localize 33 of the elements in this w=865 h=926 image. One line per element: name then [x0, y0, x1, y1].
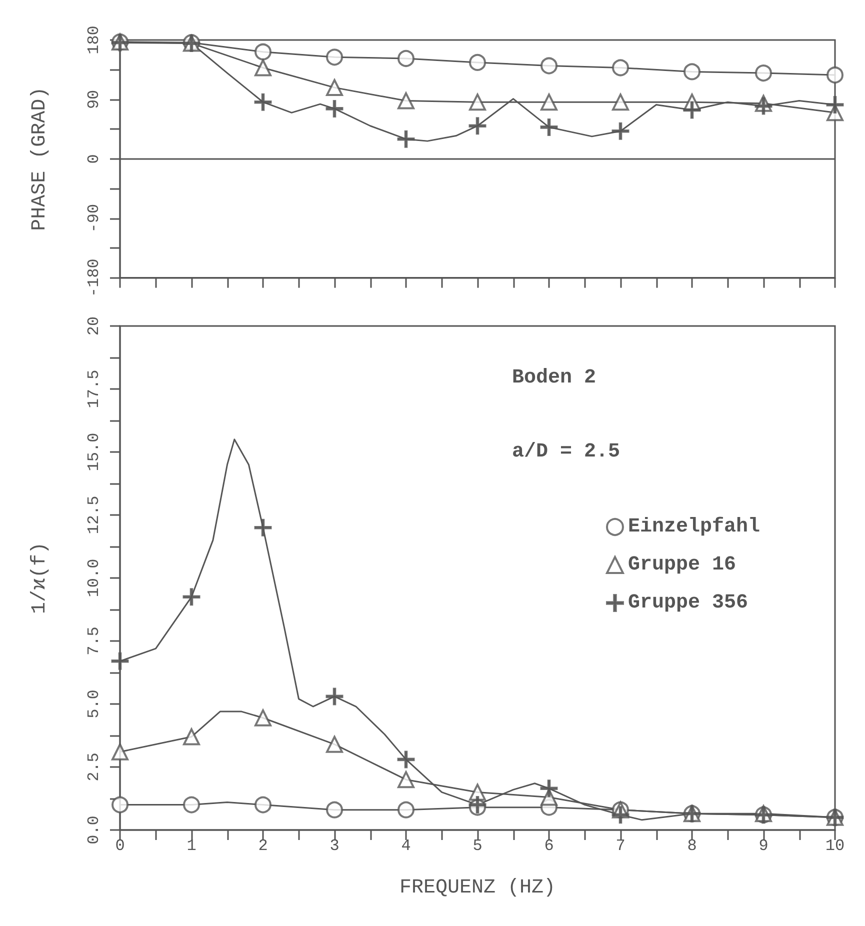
y-tick-label: -180: [85, 258, 103, 297]
x-tick-label: 0: [115, 837, 125, 855]
y-tick-label: 0: [85, 154, 103, 164]
y-tick-label: -90: [85, 204, 103, 233]
y-tick-label: 0.0: [85, 816, 103, 844]
y-tick-label: 12.5: [85, 496, 103, 534]
y-tick-label: 20: [85, 316, 103, 336]
y-tick-label: 5.0: [85, 690, 103, 718]
x-tick-label: 6: [544, 837, 554, 855]
x-tick-label: 2: [258, 837, 268, 855]
annotation: a/D = 2.5: [512, 440, 620, 464]
annotation: Boden 2: [512, 366, 596, 390]
y-tick-label: 10.0: [85, 558, 103, 598]
x-tick-label: 1: [186, 837, 196, 855]
y-axis-title: PHASE (GRAD): [28, 86, 52, 231]
legend-label: Gruppe 356: [628, 592, 748, 614]
x-tick-label: 7: [616, 837, 626, 855]
x-tick-label: 8: [687, 837, 697, 855]
legend-label: Einzelpfahl: [628, 516, 760, 538]
x-tick-label: 3: [330, 837, 340, 855]
y-tick-label: 7.5: [85, 626, 103, 656]
y-axis-title: 1/ϰ(f): [28, 542, 52, 614]
x-tick-label: 9: [758, 837, 768, 855]
y-tick-label: 180: [85, 26, 103, 54]
y-tick-label: 90: [85, 90, 103, 110]
y-tick-label: 15.0: [85, 432, 103, 472]
x-tick-label: 4: [401, 837, 411, 855]
x-axis-title: FREQUENZ (HZ): [399, 876, 556, 900]
legend-label: Gruppe 16: [628, 554, 736, 576]
x-tick-label: 5: [472, 837, 482, 855]
y-tick-label: 17.5: [85, 370, 103, 408]
x-tick-label: 10: [825, 837, 845, 855]
y-tick-label: 2.5: [85, 752, 103, 782]
